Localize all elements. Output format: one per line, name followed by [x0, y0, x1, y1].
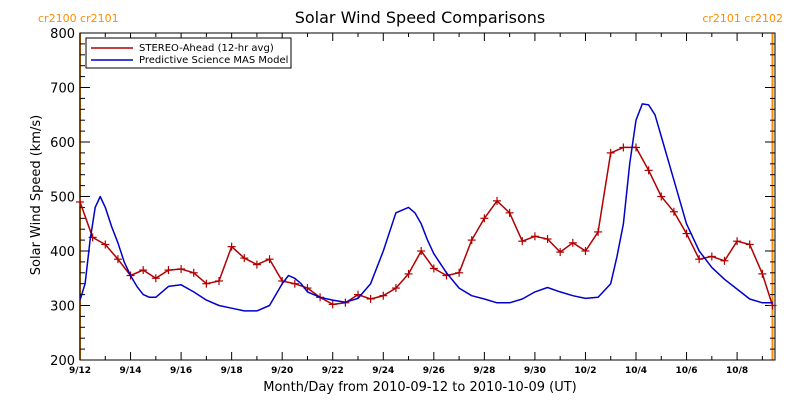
y-tick-label: 500 [50, 191, 75, 206]
data-point-stereo [252, 260, 261, 269]
data-point-stereo [758, 269, 767, 278]
legend-label-stereo: STEREO-Ahead (12-hr avg) [139, 43, 274, 54]
legend-box [85, 37, 292, 69]
y-tick-label: 600 [50, 136, 75, 151]
y-axis-label: Solar Wind Speed (km/s) [29, 115, 44, 275]
data-point-stereo [720, 256, 729, 265]
y-tick-label: 200 [50, 354, 75, 369]
x-tick-label: 10/8 [726, 366, 748, 376]
data-point-stereo [391, 284, 400, 293]
data-point-stereo [493, 196, 501, 205]
data-point-stereo [76, 197, 84, 206]
data-point-stereo [745, 240, 754, 249]
data-point-stereo [328, 300, 337, 309]
data-point-stereo [606, 148, 615, 157]
y-tick-label: 800 [50, 27, 75, 42]
data-point-stereo [139, 266, 148, 275]
series-line-1 [79, 103, 773, 312]
data-point-stereo [417, 247, 426, 255]
data-point-stereo [215, 276, 223, 285]
data-point-stereo [164, 266, 173, 275]
data-point-stereo [707, 252, 716, 261]
chart-title: Solar Wind Speed Comparisons [295, 8, 546, 27]
data-point-stereo [733, 237, 742, 246]
data-point-stereo [227, 242, 236, 251]
data-point-stereo [619, 143, 628, 152]
data-point-stereo [113, 255, 122, 264]
data-point-stereo [189, 268, 198, 277]
x-tick-label: 9/14 [120, 366, 142, 376]
y-tick-label: 300 [50, 300, 75, 315]
data-point-stereo [151, 274, 160, 283]
data-point-stereo [543, 235, 552, 244]
data-point-stereo [177, 264, 186, 273]
x-tick-label: 9/28 [473, 366, 495, 376]
data-point-stereo [265, 255, 274, 264]
x-axis-label: Month/Day from 2010-09-12 to 2010-10-09 … [263, 380, 576, 395]
data-point-stereo [644, 166, 653, 175]
data-point-stereo [480, 214, 489, 223]
data-point-stereo [669, 207, 678, 216]
data-point-stereo [240, 254, 249, 263]
data-point-stereo [682, 229, 691, 238]
data-point-stereo [518, 237, 527, 246]
data-point-stereo [632, 143, 640, 152]
x-tick-label: 10/4 [625, 366, 647, 376]
x-tick-label: 9/12 [69, 366, 91, 376]
data-point-stereo [505, 208, 514, 217]
data-point-stereo [404, 269, 413, 278]
data-point-stereo [467, 236, 476, 245]
cr-label-right: cr2101 cr2102 [702, 12, 783, 25]
data-point-stereo [202, 279, 211, 288]
x-tick-label: 9/22 [322, 366, 344, 376]
y-tick-label: 400 [50, 245, 75, 260]
legend-label-mas: Predictive Science MAS Model [139, 55, 288, 66]
data-point-stereo [657, 192, 666, 201]
x-tick-label: 10/2 [574, 366, 596, 376]
data-point-stereo [581, 247, 590, 255]
data-point-stereo [530, 232, 539, 241]
y-tick-label: 700 [50, 82, 75, 97]
data-point-stereo [379, 291, 388, 300]
x-tick-label: 9/16 [170, 366, 192, 376]
data-point-stereo [556, 248, 565, 257]
x-tick-label: 9/26 [423, 366, 445, 376]
data-point-stereo [568, 238, 577, 247]
data-point-stereo [290, 279, 299, 288]
x-tick-label: 9/24 [372, 366, 394, 376]
series-layer [76, 103, 777, 312]
x-tick-label: 9/30 [524, 366, 546, 376]
data-point-stereo [594, 227, 603, 236]
x-axis-ticks: 9/12 9/14 9/16 9/18 9/20 9/22 9/24 9/26 9/28 9/30… [69, 33, 763, 376]
cr-label-left: cr2100 cr2101 [38, 12, 119, 25]
data-point-stereo [366, 294, 375, 303]
legend: STEREO-Ahead (12-hr avg) Predictive Scie… [85, 37, 292, 69]
x-tick-label: 9/18 [221, 366, 243, 376]
series-line-0 [79, 146, 774, 306]
data-point-stereo [695, 255, 704, 264]
data-point-stereo [101, 240, 110, 249]
x-tick-label: 9/20 [271, 366, 293, 376]
x-tick-label: 10/6 [676, 366, 698, 376]
data-point-stereo [455, 268, 464, 277]
data-point-stereo [429, 264, 438, 273]
y-axis-ticks: 200 300 400 500 600 700 800 [50, 27, 775, 369]
